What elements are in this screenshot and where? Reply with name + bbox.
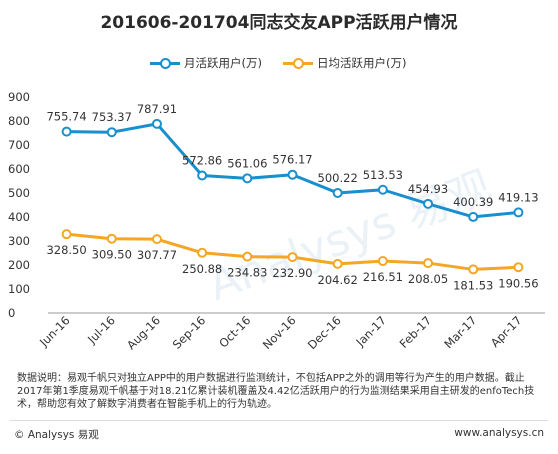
footer-url: www.analysys.cn (454, 427, 544, 439)
data-point-dau (151, 234, 162, 245)
data-label-mau: 400.39 (453, 195, 493, 209)
data-label-mau: 454.93 (408, 182, 448, 196)
legend-item-dau: 日均活跃用户(万) (283, 55, 406, 71)
data-point-mau (513, 207, 524, 218)
data-label-mau: 500.22 (318, 171, 358, 185)
x-tick-label: Feb-17 (397, 313, 435, 351)
data-label-dau: 309.50 (92, 248, 132, 262)
data-label-mau: 755.74 (46, 110, 86, 124)
data-point-mau (242, 173, 253, 184)
data-point-mau (61, 126, 72, 137)
legend-swatch-mau (150, 57, 180, 69)
data-point-dau (106, 233, 117, 244)
x-tick-label: Sep-16 (170, 313, 209, 352)
data-point-dau (423, 258, 434, 269)
legend: 月活跃用户(万) 日均活跃用户(万) (0, 55, 558, 71)
data-point-mau (151, 118, 162, 129)
data-point-mau (423, 198, 434, 209)
data-label-dau: 181.53 (453, 278, 493, 292)
data-point-mau (197, 170, 208, 181)
x-tick-label: Aug-16 (124, 313, 163, 352)
y-tick-label: 400 (8, 210, 30, 224)
data-label-mau: 753.37 (92, 110, 132, 124)
y-tick-label: 200 (8, 258, 30, 272)
data-point-mau (332, 187, 343, 198)
data-point-mau (377, 184, 388, 195)
y-tick-label: 100 (8, 282, 30, 296)
data-point-dau (513, 262, 524, 273)
data-point-dau (287, 252, 298, 263)
data-point-dau (197, 247, 208, 258)
data-label-dau: 232.90 (272, 266, 312, 280)
line-chart: 0 100 200 300 400 500 600 700 800 900 Jun-16 Jul-16… (8, 90, 545, 352)
data-label-mau: 513.53 (363, 168, 403, 182)
legend-label-mau: 月活跃用户(万) (184, 56, 262, 70)
y-tick-label: 500 (8, 186, 30, 200)
x-tick-label: Apr-17 (488, 313, 525, 350)
y-tick-label: 700 (8, 138, 30, 152)
data-label-mau: 787.91 (137, 102, 177, 116)
data-label-dau: 204.62 (318, 273, 358, 287)
y-tick-label: 300 (8, 234, 30, 248)
data-label-dau: 250.88 (182, 262, 222, 276)
chart-title: 201606-201704同志交友APP活跃用户情况 (100, 13, 458, 33)
data-point-mau (287, 169, 298, 180)
data-point-mau (468, 211, 479, 222)
data-label-mau: 576.17 (272, 153, 312, 167)
data-point-dau (332, 258, 343, 269)
y-tick-label: 600 (8, 162, 30, 176)
footer-brand: © Analysys 易观 (14, 429, 99, 441)
y-tick-label: 0 (8, 306, 15, 320)
legend-label-dau: 日均活跃用户(万) (317, 56, 407, 70)
data-label-mau: 572.86 (182, 154, 222, 168)
x-tick-label: Dec-16 (305, 313, 344, 352)
y-tick-label: 900 (8, 90, 30, 104)
data-label-dau: 208.05 (408, 272, 448, 286)
footer-divider (10, 420, 548, 421)
data-note: 数据说明：易观千帆只对独立APP中的用户数据进行监测统计，不包括APP之外的调用… (17, 373, 535, 410)
y-tick-label: 800 (8, 114, 30, 128)
x-tick-label: Jan-17 (353, 313, 389, 349)
x-tick-label: Oct-16 (216, 313, 253, 350)
data-point-dau (377, 256, 388, 267)
data-point-dau (468, 264, 479, 275)
data-label-dau: 190.56 (498, 276, 538, 290)
legend-item-mau: 月活跃用户(万) (150, 55, 262, 71)
data-label-dau: 307.77 (137, 248, 177, 262)
legend-swatch-dau (283, 57, 313, 69)
data-point-mau (106, 127, 117, 138)
x-tick-label: Jul-16 (84, 313, 118, 347)
data-label-mau: 561.06 (227, 156, 267, 170)
data-label-dau: 328.50 (46, 243, 86, 257)
data-point-dau (61, 229, 72, 240)
x-tick-label: Jun-16 (36, 313, 73, 350)
x-tick-label: Mar-17 (441, 313, 479, 351)
data-point-dau (242, 251, 253, 262)
data-label-dau: 234.83 (227, 266, 267, 280)
series-line-dau (66, 232, 519, 271)
x-tick-label: Nov-16 (260, 313, 299, 352)
data-label-dau: 216.51 (363, 270, 403, 284)
data-label-mau: 419.13 (498, 190, 538, 204)
